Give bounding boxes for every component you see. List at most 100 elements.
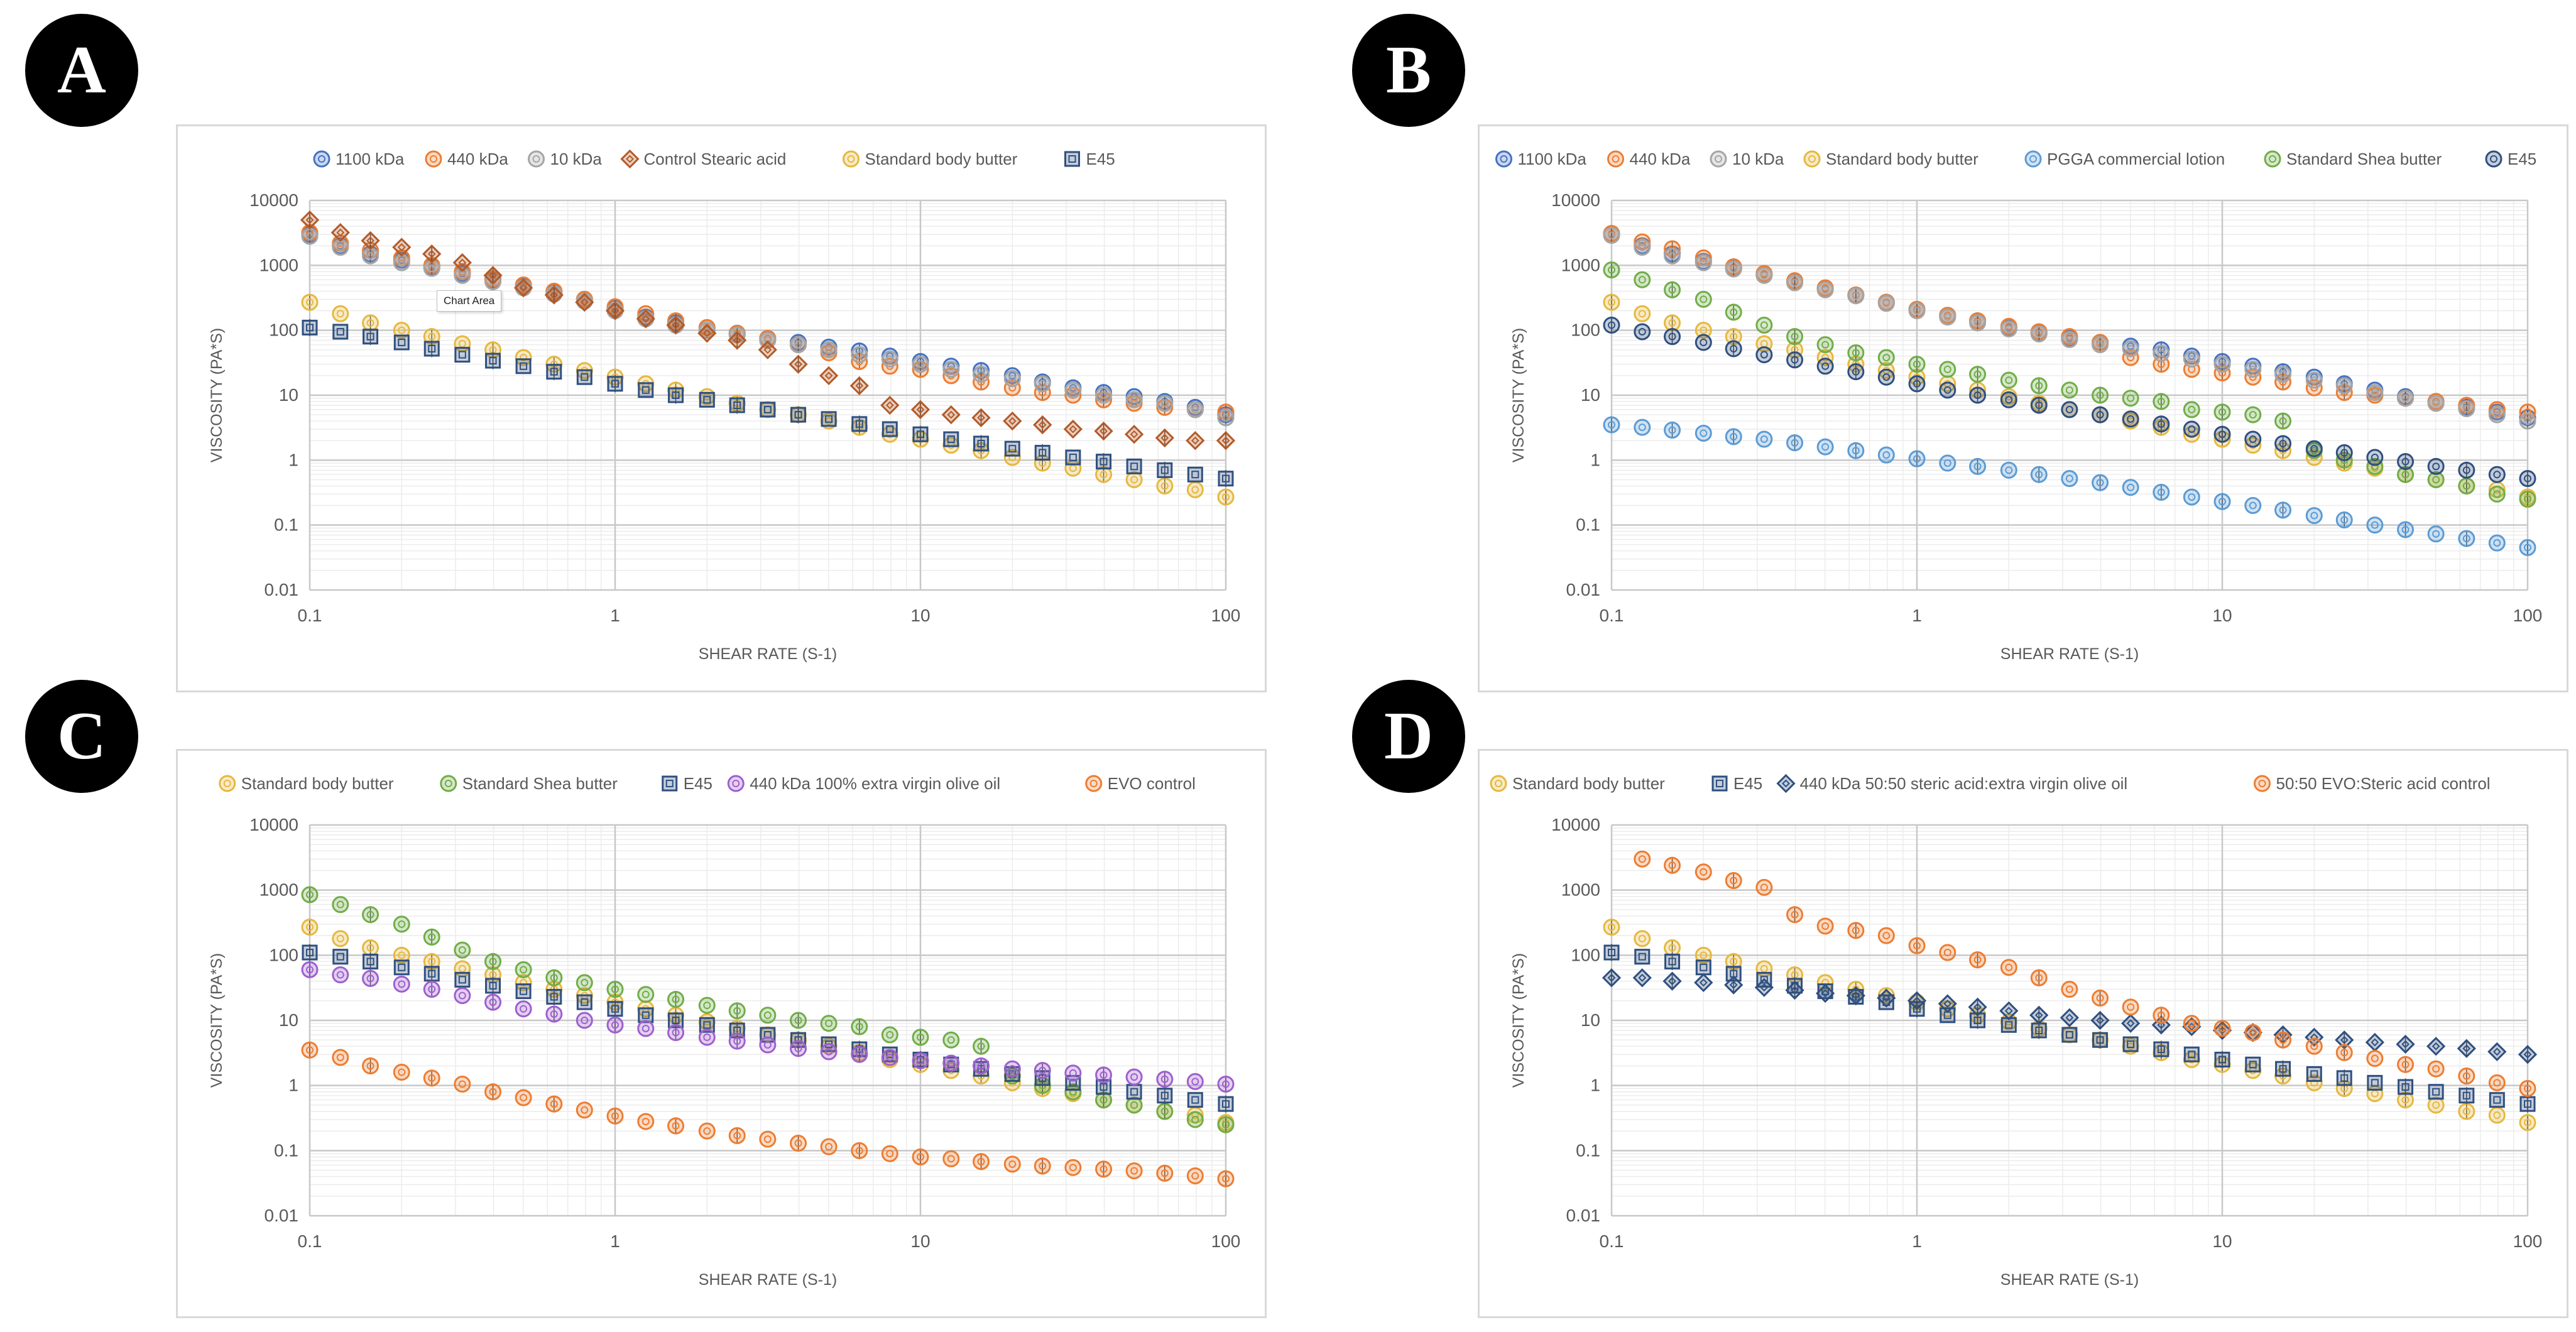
- chart-d-point-50-50-evo-steric-acid-control: [1877, 927, 1895, 944]
- chart-c-point-evo-control: [851, 1142, 868, 1159]
- chart-c-series-standard-shea-butter: [301, 886, 1235, 1133]
- chart-a-point-10-kda: [1095, 386, 1113, 404]
- chart-b-point-e45: [2061, 401, 2078, 418]
- chart-c-point-standard-shea-butter: [728, 1002, 746, 1020]
- chart-c-series-evo-control: [301, 1041, 1235, 1187]
- chart-a-gridlines: [308, 199, 1227, 591]
- chart-b-point-e45: [2458, 461, 2475, 479]
- chart-b-point-standard-shea-butter: [1847, 344, 1865, 362]
- chart-c-point-440-kda-100-extra-virgin-olive-oil: [576, 1012, 593, 1029]
- chart-c-point-e45: [638, 1007, 654, 1024]
- chart-b-xtick-label: 1: [1912, 606, 1922, 625]
- chart-b-point-e45: [1695, 334, 1712, 351]
- chart-b-point-e45: [1908, 375, 1926, 393]
- chart-c-point-standard-shea-butter: [606, 981, 624, 998]
- chart-d-ytick-label: 100: [1571, 945, 1600, 964]
- chart-b-point-10-kda: [2000, 320, 2017, 337]
- chart-b-ytick-label: 100: [1571, 320, 1600, 340]
- chart-a-point-control-stearic-acid: [910, 400, 931, 420]
- chart-c-point-evo-control: [698, 1122, 716, 1140]
- panel-label-b: B: [1352, 14, 1465, 127]
- chart-c-point-evo-control: [576, 1101, 593, 1119]
- chart-b-point-e45: [2153, 415, 2170, 433]
- chart-d-point-440-kda-50-50-steric-acid-extra-virgin-olive-oil: [1602, 968, 1622, 988]
- chart-c[interactable]: 0.01 0.1 1 10 100 1000 10000 0.1 1 10 100 SHEAR RAT…: [176, 749, 1267, 1318]
- chart-a-point-control-stearic-acid: [1094, 422, 1113, 441]
- chart-a-point-e45: [668, 387, 684, 403]
- chart-a-point-control-stearic-acid: [880, 395, 900, 415]
- chart-c-legend: Standard body butter Standard Shea butter…: [219, 774, 1196, 793]
- chart-a-point-control-stearic-acid: [422, 244, 442, 264]
- chart-a-point-e45: [332, 324, 349, 340]
- chart-c-point-440-kda-100-extra-virgin-olive-oil: [393, 975, 410, 993]
- chart-c-point-standard-shea-butter: [332, 896, 349, 914]
- chart-d-legend-marker-standard-body-butter: [1490, 775, 1507, 792]
- chart-d-point-e45: [1603, 944, 1620, 961]
- chart-a-point-control-stearic-acid: [330, 223, 350, 243]
- chart-c-point-e45: [1126, 1084, 1142, 1100]
- chart-d-point-50-50-evo-steric-acid-control: [2305, 1037, 2323, 1055]
- chart-a-legend-marker-1100-kda: [313, 150, 330, 168]
- chart-b-xtick-label: 0.1: [1600, 606, 1624, 625]
- chart-c-point-evo-control: [332, 1049, 349, 1066]
- chart-d-point-e45: [2153, 1041, 2169, 1057]
- chart-a-point-10-kda: [942, 361, 960, 378]
- chart-c-ytick-label: 0.1: [274, 1140, 298, 1160]
- chart-b-point-10-kda: [2122, 340, 2139, 358]
- chart-c-point-evo-control: [637, 1113, 655, 1130]
- chart-c-point-evo-control: [545, 1095, 563, 1113]
- chart-b-point-standard-shea-butter: [1664, 281, 1681, 298]
- chart-a-point-control-stearic-acid: [392, 237, 412, 257]
- chart-a-point-e45: [1126, 458, 1142, 474]
- chart-d-point-e45: [2428, 1084, 2444, 1100]
- chart-d-point-e45: [2489, 1092, 2505, 1108]
- chart-d[interactable]: 0.01 0.1 1 10 100 1000 10000 0.1 1 10 100 SHEAR RAT…: [1478, 749, 2568, 1318]
- chart-d-point-50-50-evo-steric-acid-control: [2244, 1024, 2262, 1041]
- chart-d-point-440-kda-50-50-steric-acid-extra-virgin-olive-oil: [2457, 1039, 2476, 1058]
- chart-b-legend-label-e45: E45: [2508, 150, 2536, 168]
- chart-a-xtick-label: 0.1: [298, 606, 322, 625]
- chart-d-point-440-kda-50-50-steric-acid-extra-virgin-olive-oil: [1754, 978, 1774, 997]
- chart-b-point-10-kda: [2153, 345, 2170, 363]
- chart-a-point-standard-body-butter: [393, 322, 410, 339]
- chart-d-point-50-50-evo-steric-acid-control: [2366, 1050, 2384, 1067]
- chart-d-ytick-label: 0.1: [1576, 1140, 1600, 1160]
- chart-c-svg: 0.01 0.1 1 10 100 1000 10000 0.1 1 10 100 SHEAR RAT…: [208, 774, 1240, 1289]
- chart-d-point-440-kda-50-50-steric-acid-extra-virgin-olive-oil: [2060, 1008, 2079, 1027]
- chart-a-point-e45: [1034, 445, 1051, 461]
- chart-d-point-e45: [1634, 949, 1651, 965]
- chart-c-point-evo-control: [454, 1075, 471, 1093]
- chart-b-point-standard-shea-butter: [1634, 271, 1651, 288]
- chart-d-point-50-50-evo-steric-acid-control: [1939, 944, 1957, 961]
- chart-d-x-axis-title: SHEAR RATE (S-1): [2000, 1271, 2139, 1289]
- chart-b-point-standard-shea-butter: [2122, 390, 2139, 407]
- chart-b[interactable]: 0.01 0.1 1 10 100 1000 10000 0.1 1 10 100 SHEAR RAT…: [1478, 124, 2568, 692]
- chart-a-point-control-stearic-acid: [1063, 419, 1083, 439]
- chart-c-point-440-kda-100-extra-virgin-olive-oil: [484, 993, 502, 1011]
- chart-c-point-440-kda-100-extra-virgin-olive-oil: [637, 1020, 655, 1037]
- chart-d-point-440-kda-50-50-steric-acid-extra-virgin-olive-oil: [2365, 1032, 2384, 1052]
- chart-d-point-440-kda-50-50-steric-acid-extra-virgin-olive-oil: [1632, 968, 1652, 988]
- chart-c-point-e45: [699, 1017, 715, 1033]
- chart-b-point-standard-shea-butter: [1969, 366, 1987, 383]
- chart-a-point-10-kda: [1125, 391, 1143, 408]
- chart-a[interactable]: 0.01 0.1 1 10 100 1000 10000 0.1 1 10 100 SHEAR RAT…: [176, 124, 1267, 692]
- chart-b-point-standard-shea-butter: [2213, 403, 2231, 421]
- chart-b-point-10-kda: [2274, 366, 2292, 383]
- chart-d-ytick-label: 10000: [1551, 815, 1600, 834]
- chart-c-point-evo-control: [667, 1117, 685, 1135]
- chart-a-point-control-stearic-acid: [941, 405, 961, 425]
- chart-b-ytick-label: 10: [1581, 385, 1600, 405]
- chart-b-svg: 0.01 0.1 1 10 100 1000 10000 0.1 1 10 100 SHEAR RAT…: [1495, 150, 2542, 663]
- chart-b-point-e45: [1725, 340, 1742, 358]
- chart-c-legend-label-440-kda-100-extra-virgin-olive-oil: 440 kDa 100% extra virgin olive oil: [750, 774, 1000, 793]
- chart-a-point-440-kda: [1003, 379, 1021, 396]
- chart-a-point-e45: [638, 382, 654, 398]
- chart-d-point-e45: [2122, 1036, 2139, 1052]
- chart-a-svg: 0.01 0.1 1 10 100 1000 10000 0.1 1 10 100 SHEAR RAT…: [208, 149, 1240, 663]
- chart-a-point-control-stearic-acid: [300, 210, 320, 230]
- chart-c-ytick-label: 1: [288, 1076, 298, 1095]
- chart-b-ytick-label: 0.1: [1576, 515, 1600, 535]
- chart-c-gridlines: [308, 824, 1227, 1217]
- chart-b-xtick-label: 10: [2212, 606, 2232, 625]
